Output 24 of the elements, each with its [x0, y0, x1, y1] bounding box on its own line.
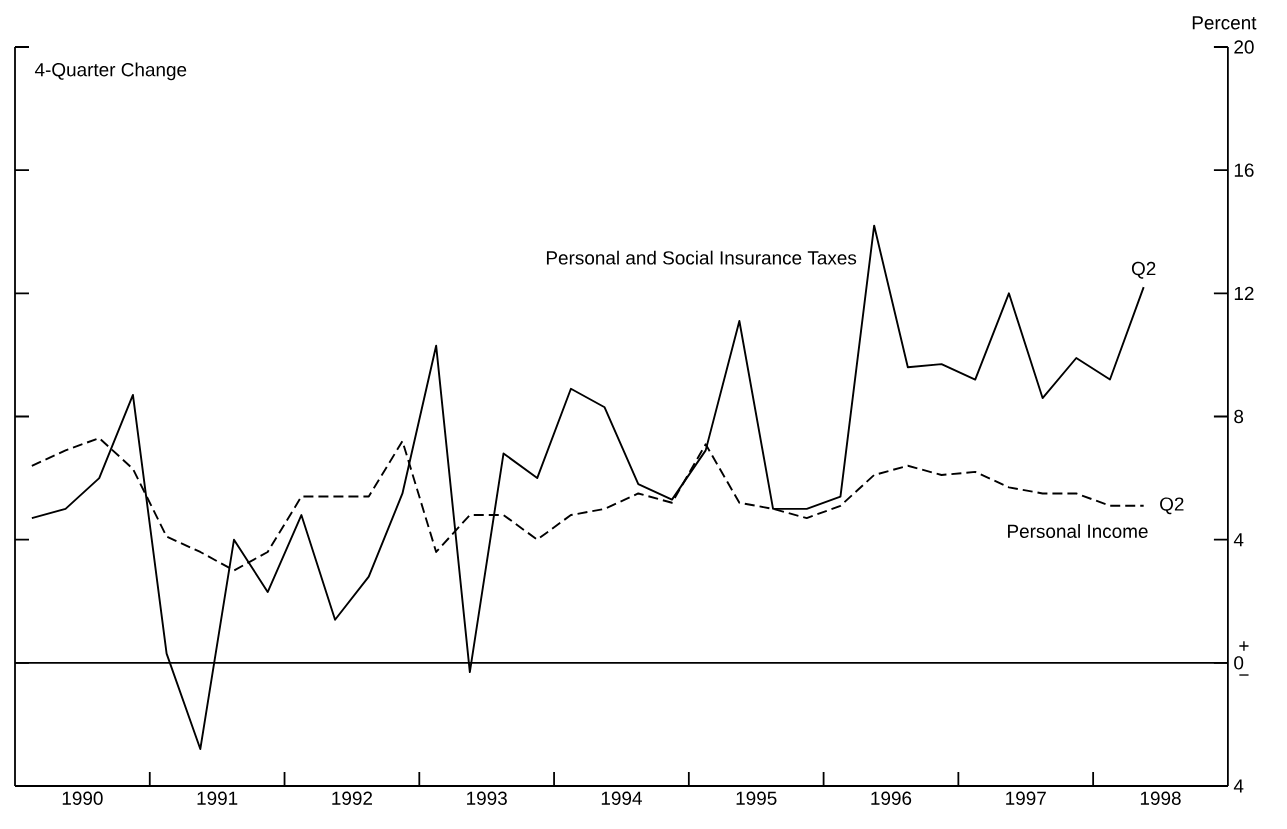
text: − — [1239, 674, 1249, 676]
x-tick-label: 1990 — [62, 791, 103, 805]
y-tick-label: 8 — [1234, 409, 1244, 424]
series-label: Personal and Social Insurance Taxes — [546, 250, 857, 265]
x-tick-label: 1991 — [197, 791, 238, 805]
x-tick-label: 1998 — [1140, 791, 1181, 805]
text: + — [1239, 641, 1249, 651]
x-tick-label: 1993 — [467, 791, 507, 805]
x-tick-label: 1995 — [736, 791, 777, 805]
x-tick-label: 1994 — [601, 791, 642, 805]
y-tick-label: 4 — [1233, 533, 1244, 547]
y-tick-label: 4 — [1233, 779, 1244, 793]
x-tick-label: 1992 — [332, 791, 373, 805]
y-axis-title: Percent — [1192, 16, 1257, 30]
x-tick-label: 1997 — [1006, 791, 1046, 805]
text: 4-Quarter Change — [34, 62, 187, 81]
annotation: Q2 — [1160, 497, 1184, 515]
x-tick-label: 1996 — [871, 791, 912, 805]
y-tick-label: 0 — [1234, 656, 1244, 670]
y-tick-label: 12 — [1234, 286, 1254, 300]
annotation: Q2 — [1131, 261, 1156, 279]
series-label: Personal Income — [1008, 524, 1148, 538]
y-tick-label: 20 — [1234, 40, 1254, 54]
y-tick-label: 16 — [1234, 163, 1254, 177]
